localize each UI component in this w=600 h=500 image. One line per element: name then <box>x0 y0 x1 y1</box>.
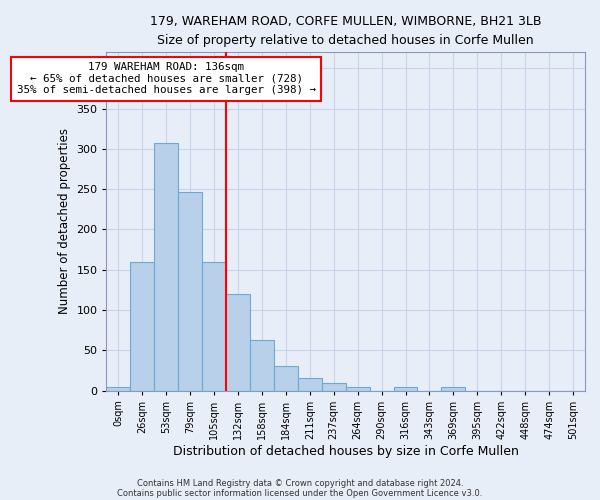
Y-axis label: Number of detached properties: Number of detached properties <box>58 128 71 314</box>
Bar <box>250 340 274 390</box>
X-axis label: Distribution of detached houses by size in Corfe Mullen: Distribution of detached houses by size … <box>173 444 518 458</box>
Text: 179 WAREHAM ROAD: 136sqm
← 65% of detached houses are smaller (728)
35% of semi-: 179 WAREHAM ROAD: 136sqm ← 65% of detach… <box>17 62 316 95</box>
Bar <box>106 386 130 390</box>
Text: Contains HM Land Registry data © Crown copyright and database right 2024.: Contains HM Land Registry data © Crown c… <box>137 478 463 488</box>
Bar <box>226 294 250 390</box>
Title: 179, WAREHAM ROAD, CORFE MULLEN, WIMBORNE, BH21 3LB
Size of property relative to: 179, WAREHAM ROAD, CORFE MULLEN, WIMBORN… <box>150 15 541 47</box>
Bar <box>130 262 154 390</box>
Bar <box>322 384 346 390</box>
Bar <box>154 144 178 390</box>
Text: Contains public sector information licensed under the Open Government Licence v3: Contains public sector information licen… <box>118 488 482 498</box>
Bar <box>298 378 322 390</box>
Bar <box>202 262 226 390</box>
Bar <box>394 388 418 390</box>
Bar <box>274 366 298 390</box>
Bar <box>178 192 202 390</box>
Bar <box>442 388 466 390</box>
Bar <box>346 388 370 390</box>
